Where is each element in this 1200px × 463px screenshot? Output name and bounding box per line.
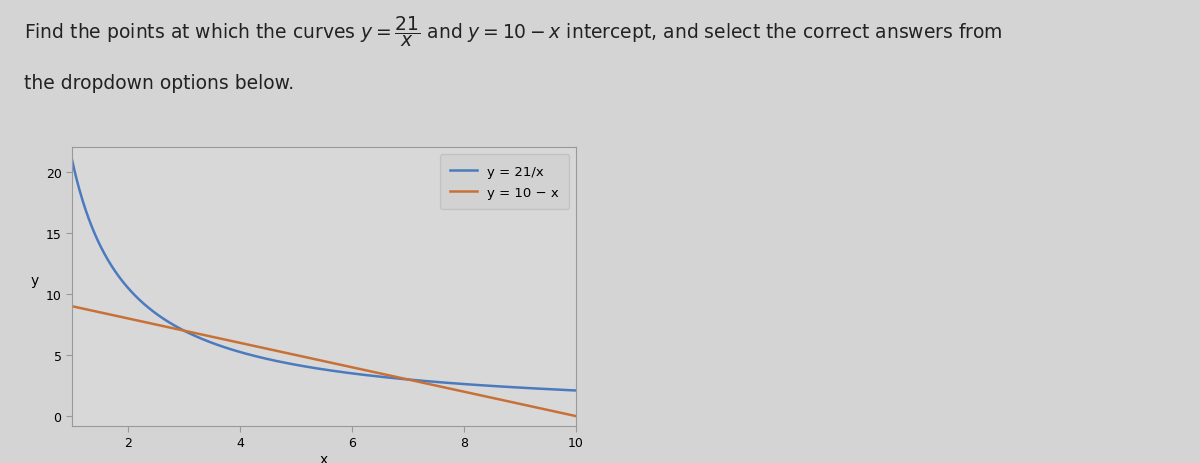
y = 21/x	[116, 280, 131, 286]
Text: the dropdown options below.: the dropdown options below.	[24, 74, 294, 93]
y = 10 − x	[269, 348, 283, 354]
y = 10 − x	[569, 413, 583, 419]
Text: Find the points at which the curves $y = \dfrac{21}{x}$ and $y = 10 - x$ interce: Find the points at which the curves $y =…	[24, 14, 1003, 49]
y = 10 − x	[410, 379, 425, 385]
y = 21/x	[458, 382, 473, 387]
Y-axis label: y: y	[30, 273, 38, 287]
y = 21/x	[467, 382, 481, 388]
y = 21/x	[269, 358, 283, 364]
y = 10 − x	[458, 389, 473, 395]
y = 21/x	[65, 158, 79, 163]
Line: y = 21/x: y = 21/x	[72, 161, 576, 391]
Legend: y = 21/x, y = 10 − x: y = 21/x, y = 10 − x	[439, 155, 570, 210]
y = 10 − x	[287, 352, 301, 357]
y = 21/x	[569, 388, 583, 394]
y = 10 − x	[65, 304, 79, 309]
Line: y = 10 − x: y = 10 − x	[72, 307, 576, 416]
y = 21/x	[410, 378, 425, 383]
y = 21/x	[287, 362, 301, 368]
y = 10 − x	[467, 391, 481, 397]
X-axis label: x: x	[320, 452, 328, 463]
y = 10 − x	[116, 315, 131, 320]
